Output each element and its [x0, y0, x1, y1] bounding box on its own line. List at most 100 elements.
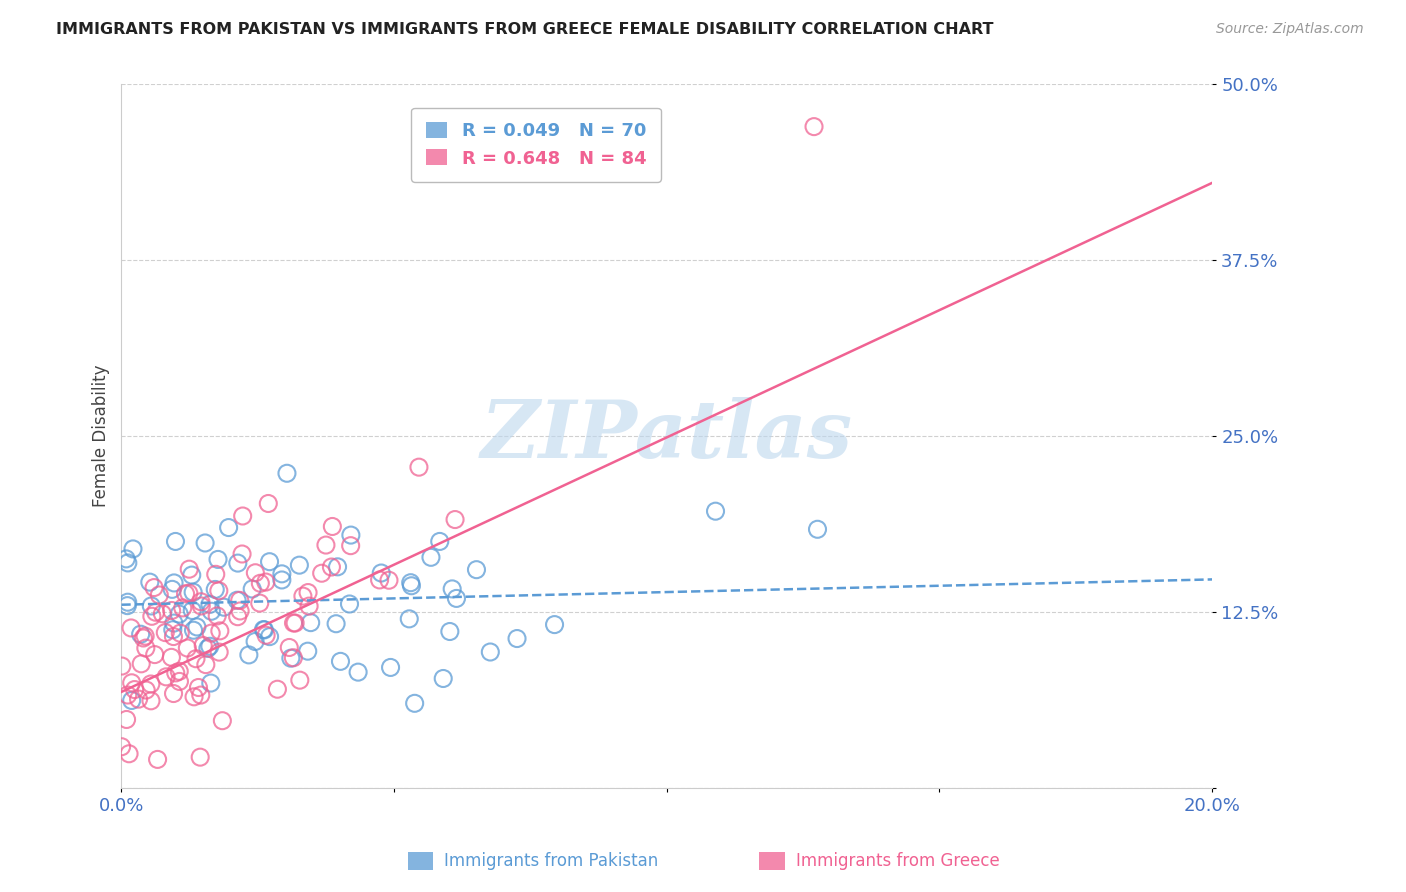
Point [806, 522, 828, 536]
Point [298, 599, 321, 613]
Point [441, 582, 464, 596]
Point [160, 582, 183, 597]
Point [259, 555, 281, 569]
Point [176, 640, 198, 655]
Point [148, 588, 170, 602]
Point [139, 677, 162, 691]
Point [187, 681, 209, 695]
Point [284, 615, 307, 630]
Text: Source: ZipAtlas.com: Source: ZipAtlas.com [1216, 22, 1364, 37]
Point [155, 625, 177, 640]
Point [315, 538, 337, 552]
Point [280, 651, 302, 665]
Point [198, 640, 221, 654]
Point [404, 696, 426, 710]
Point [143, 581, 166, 595]
Point [321, 519, 343, 533]
Point [218, 520, 240, 534]
Point [139, 575, 162, 590]
Point [340, 528, 363, 542]
Point [204, 582, 226, 597]
Point [135, 641, 157, 656]
Point [129, 657, 152, 671]
Point [321, 560, 343, 574]
Point [169, 674, 191, 689]
Point [163, 576, 186, 591]
Point [326, 559, 349, 574]
Point [325, 616, 347, 631]
Point [240, 582, 263, 596]
Point [121, 693, 143, 707]
Point [117, 599, 139, 613]
Point [198, 598, 221, 612]
Point [288, 558, 311, 573]
Point [165, 665, 187, 680]
Point [249, 596, 271, 610]
Point [276, 467, 298, 481]
Point [803, 120, 825, 134]
Point [370, 566, 392, 580]
Point [184, 651, 207, 665]
Point [259, 630, 281, 644]
Point [299, 615, 322, 630]
Point [121, 675, 143, 690]
Point [150, 607, 173, 621]
Point [212, 600, 235, 615]
Point [243, 634, 266, 648]
Point [190, 599, 212, 613]
Legend: R = 0.049   N = 70, R = 0.648   N = 84: R = 0.049 N = 70, R = 0.648 N = 84 [411, 108, 661, 182]
Point [226, 593, 249, 607]
Point [543, 617, 565, 632]
Point [506, 632, 529, 646]
Point [479, 645, 502, 659]
Point [378, 573, 401, 587]
Point [139, 694, 162, 708]
Point [297, 585, 319, 599]
Point [226, 609, 249, 624]
Point [283, 650, 305, 665]
Point [183, 624, 205, 638]
Point [288, 673, 311, 688]
Point [283, 615, 305, 630]
Text: ZIPatlas: ZIPatlas [481, 397, 853, 475]
Point [200, 676, 222, 690]
Text: Immigrants from Pakistan: Immigrants from Pakistan [444, 852, 658, 870]
Point [141, 609, 163, 624]
Point [399, 575, 422, 590]
Point [401, 579, 423, 593]
Point [110, 739, 132, 754]
Point [432, 672, 454, 686]
Point [115, 552, 138, 566]
Point [226, 556, 249, 570]
Point [145, 605, 167, 619]
Point [120, 621, 142, 635]
Point [124, 682, 146, 697]
Point [252, 623, 274, 637]
Point [162, 630, 184, 644]
Point [167, 665, 190, 679]
Point [165, 534, 187, 549]
Point [249, 576, 271, 591]
Point [167, 607, 190, 621]
Y-axis label: Female Disability: Female Disability [93, 365, 110, 508]
Point [143, 648, 166, 662]
Point [465, 563, 488, 577]
Point [339, 597, 361, 611]
Point [368, 573, 391, 587]
Point [257, 496, 280, 510]
Point [177, 586, 200, 600]
Text: Immigrants from Greece: Immigrants from Greece [796, 852, 1000, 870]
Point [190, 688, 212, 702]
Point [398, 612, 420, 626]
Point [179, 562, 201, 576]
Point [169, 626, 191, 640]
Point [208, 624, 231, 638]
Point [200, 604, 222, 618]
Point [194, 657, 217, 672]
Point [180, 568, 202, 582]
Point [111, 659, 134, 673]
Point [128, 692, 150, 706]
Point [266, 682, 288, 697]
Point [238, 648, 260, 662]
Point [200, 626, 222, 640]
